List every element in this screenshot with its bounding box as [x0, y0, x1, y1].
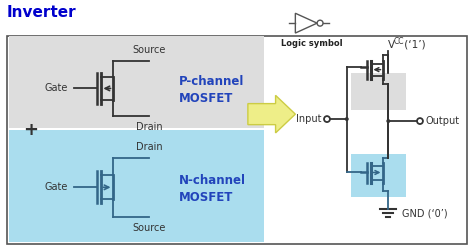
Bar — [351, 154, 406, 197]
Text: Gate: Gate — [45, 182, 68, 192]
Text: Drain: Drain — [136, 122, 162, 132]
Bar — [9, 36, 264, 128]
Text: Output: Output — [426, 116, 460, 126]
Text: Inverter: Inverter — [7, 5, 76, 20]
Text: GND (‘0’): GND (‘0’) — [402, 208, 448, 218]
Text: Logic symbol: Logic symbol — [282, 39, 343, 48]
Text: P-channel
MOSFET: P-channel MOSFET — [179, 75, 244, 105]
Text: (‘1’): (‘1’) — [401, 40, 426, 50]
Text: V: V — [388, 40, 395, 50]
Bar — [7, 36, 467, 244]
Polygon shape — [248, 95, 295, 133]
Text: Source: Source — [132, 45, 166, 55]
Text: Source: Source — [132, 223, 166, 233]
Circle shape — [345, 117, 349, 121]
Text: CC: CC — [393, 38, 404, 46]
Circle shape — [417, 118, 423, 124]
Text: Input: Input — [296, 114, 321, 124]
Text: +: + — [23, 121, 38, 139]
Bar — [351, 73, 406, 110]
Bar — [9, 130, 264, 242]
Text: N-channel
MOSFET: N-channel MOSFET — [179, 174, 246, 204]
Circle shape — [386, 119, 390, 123]
Circle shape — [324, 116, 330, 122]
Text: Drain: Drain — [136, 142, 162, 152]
Text: Gate: Gate — [45, 83, 68, 93]
